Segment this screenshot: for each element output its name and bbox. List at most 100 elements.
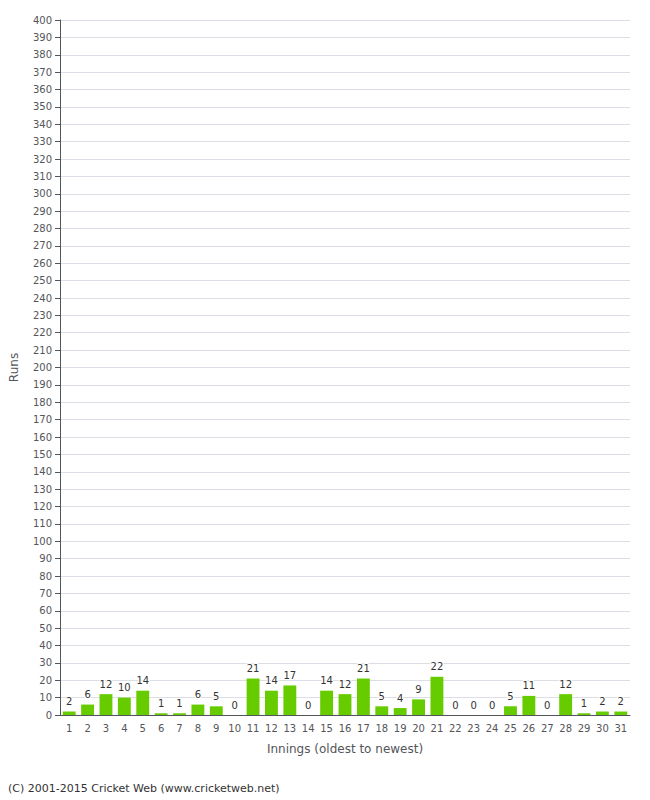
svg-text:15: 15: [320, 723, 333, 734]
svg-text:280: 280: [33, 223, 52, 234]
svg-text:270: 270: [33, 240, 52, 251]
svg-text:370: 370: [33, 67, 52, 78]
svg-text:27: 27: [541, 723, 554, 734]
svg-text:16: 16: [339, 723, 352, 734]
svg-text:14: 14: [136, 675, 149, 686]
svg-text:21: 21: [247, 663, 260, 674]
svg-text:170: 170: [33, 414, 52, 425]
svg-text:200: 200: [33, 362, 52, 373]
svg-text:300: 300: [33, 188, 52, 199]
svg-text:14: 14: [265, 675, 278, 686]
svg-text:340: 340: [33, 119, 52, 130]
svg-text:14: 14: [302, 723, 315, 734]
svg-text:2: 2: [84, 723, 90, 734]
svg-text:28: 28: [559, 723, 572, 734]
svg-text:5: 5: [379, 691, 385, 702]
svg-text:1: 1: [158, 698, 164, 709]
svg-text:6: 6: [158, 723, 164, 734]
svg-text:210: 210: [33, 345, 52, 356]
svg-text:8: 8: [195, 723, 201, 734]
svg-text:80: 80: [39, 571, 52, 582]
svg-text:17: 17: [357, 723, 370, 734]
svg-text:4: 4: [397, 693, 403, 704]
svg-text:0: 0: [46, 710, 52, 721]
svg-text:11: 11: [523, 680, 536, 691]
svg-text:2: 2: [618, 696, 624, 707]
svg-text:13: 13: [283, 723, 296, 734]
svg-text:160: 160: [33, 432, 52, 443]
svg-text:17: 17: [283, 670, 296, 681]
svg-text:390: 390: [33, 32, 52, 43]
svg-text:12: 12: [100, 679, 113, 690]
svg-text:20: 20: [39, 675, 52, 686]
svg-text:320: 320: [33, 154, 52, 165]
svg-text:12: 12: [339, 679, 352, 690]
svg-text:1: 1: [581, 698, 587, 709]
svg-text:0: 0: [452, 700, 458, 711]
svg-text:2: 2: [66, 696, 72, 707]
svg-text:110: 110: [33, 518, 52, 529]
svg-text:26: 26: [523, 723, 536, 734]
svg-text:5: 5: [507, 691, 513, 702]
svg-text:330: 330: [33, 136, 52, 147]
svg-text:290: 290: [33, 206, 52, 217]
svg-text:0: 0: [544, 700, 550, 711]
svg-text:400: 400: [33, 15, 52, 26]
svg-text:10: 10: [228, 723, 241, 734]
svg-text:1: 1: [66, 723, 72, 734]
svg-text:21: 21: [431, 723, 444, 734]
svg-text:9: 9: [213, 723, 219, 734]
svg-text:310: 310: [33, 171, 52, 182]
svg-text:14: 14: [320, 675, 333, 686]
svg-text:19: 19: [394, 723, 407, 734]
svg-text:10: 10: [118, 682, 131, 693]
svg-text:22: 22: [431, 661, 444, 672]
svg-text:240: 240: [33, 293, 52, 304]
svg-text:3: 3: [103, 723, 109, 734]
svg-text:Runs: Runs: [7, 353, 21, 382]
svg-text:20: 20: [412, 723, 425, 734]
svg-text:350: 350: [33, 101, 52, 112]
svg-text:0: 0: [489, 700, 495, 711]
svg-text:29: 29: [578, 723, 591, 734]
svg-text:2: 2: [599, 696, 605, 707]
svg-text:0: 0: [305, 700, 311, 711]
svg-text:12: 12: [265, 723, 278, 734]
svg-text:10: 10: [39, 692, 52, 703]
svg-text:250: 250: [33, 275, 52, 286]
svg-text:30: 30: [39, 657, 52, 668]
svg-text:6: 6: [195, 689, 201, 700]
svg-text:220: 220: [33, 327, 52, 338]
svg-text:31: 31: [614, 723, 627, 734]
svg-text:7: 7: [176, 723, 182, 734]
svg-text:40: 40: [39, 640, 52, 651]
svg-text:23: 23: [467, 723, 480, 734]
svg-text:11: 11: [247, 723, 260, 734]
svg-text:230: 230: [33, 310, 52, 321]
svg-text:1: 1: [176, 698, 182, 709]
svg-text:5: 5: [213, 691, 219, 702]
svg-text:22: 22: [449, 723, 462, 734]
svg-text:(C) 2001-2015 Cricket Web (www: (C) 2001-2015 Cricket Web (www.cricketwe…: [8, 782, 280, 795]
svg-text:Innings (oldest to newest): Innings (oldest to newest): [267, 742, 423, 756]
svg-text:18: 18: [375, 723, 388, 734]
svg-text:130: 130: [33, 484, 52, 495]
svg-text:24: 24: [486, 723, 499, 734]
svg-text:9: 9: [415, 684, 421, 695]
svg-text:180: 180: [33, 397, 52, 408]
svg-text:100: 100: [33, 536, 52, 547]
svg-text:21: 21: [357, 663, 370, 674]
svg-text:90: 90: [39, 553, 52, 564]
svg-text:120: 120: [33, 501, 52, 512]
svg-text:12: 12: [559, 679, 572, 690]
svg-text:4: 4: [121, 723, 127, 734]
svg-text:190: 190: [33, 379, 52, 390]
svg-text:70: 70: [39, 588, 52, 599]
svg-text:60: 60: [39, 605, 52, 616]
svg-text:0: 0: [471, 700, 477, 711]
svg-text:6: 6: [84, 689, 90, 700]
svg-text:140: 140: [33, 466, 52, 477]
svg-text:0: 0: [231, 700, 237, 711]
svg-text:380: 380: [33, 49, 52, 60]
svg-text:360: 360: [33, 84, 52, 95]
